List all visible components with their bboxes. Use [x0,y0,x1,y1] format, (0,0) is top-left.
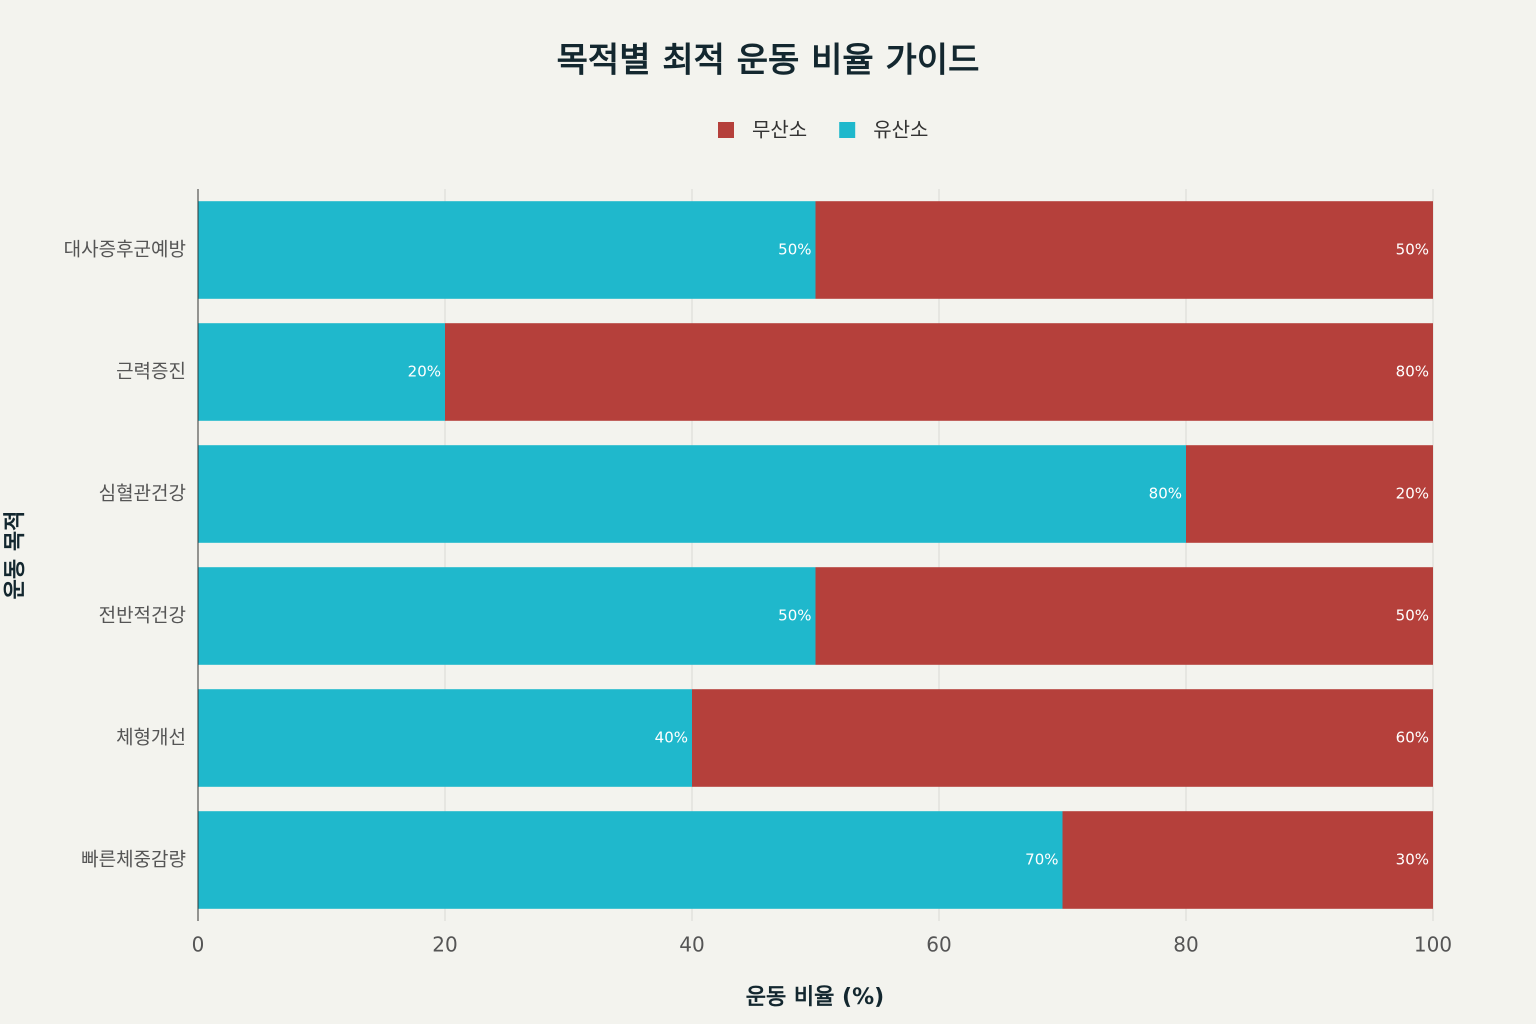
y-tick-label: 근력증진 [116,361,186,383]
value-label: 30% [1396,851,1429,869]
x-tick-label: 20 [432,933,457,957]
value-label: 20% [408,363,441,381]
legend-label: 유산소 [873,118,928,142]
y-tick-label: 대사증후군예방 [64,239,186,261]
bar-segment [815,201,1433,299]
value-label: 50% [778,241,811,259]
x-tick-label: 0 [192,933,205,957]
chart-title: 목적별 최적 운동 비율 가이드 [557,41,980,81]
value-label: 80% [1396,363,1429,381]
legend-swatch [718,122,734,138]
x-tick-label: 40 [679,933,704,957]
y-tick-label: 전반적건강 [99,605,186,627]
value-label: 40% [655,729,688,747]
bar-segment [1186,445,1433,543]
bar-segment [198,811,1063,909]
y-tick-label: 빠른체중감량 [81,849,186,871]
value-label: 50% [1396,607,1429,625]
legend-label: 무산소 [752,118,807,142]
y-tick-label: 심혈관건강 [99,483,186,505]
bar-segment [198,567,816,665]
x-tick-label: 100 [1414,933,1452,957]
bar-segment [198,445,1186,543]
bar-segment [445,323,1433,421]
value-label: 70% [1025,851,1058,869]
bar-segment [815,567,1433,665]
legend-swatch [839,122,856,138]
bar-segment [198,201,816,299]
value-label: 60% [1396,729,1429,747]
value-label: 80% [1149,485,1182,503]
value-label: 50% [1396,241,1429,259]
x-tick-label: 80 [1173,933,1198,957]
x-tick-label: 60 [926,933,951,957]
x-axis-title: 운동 비율 (%) [746,985,884,1010]
y-axis-title: 운동 목적 [3,511,28,600]
value-label: 20% [1396,485,1429,503]
bar-segment [692,689,1433,787]
value-label: 50% [778,607,811,625]
bar-segment [198,323,445,421]
bar-segment [1062,811,1433,909]
y-tick-label: 체형개선 [116,727,186,749]
bar-segment [198,689,692,787]
